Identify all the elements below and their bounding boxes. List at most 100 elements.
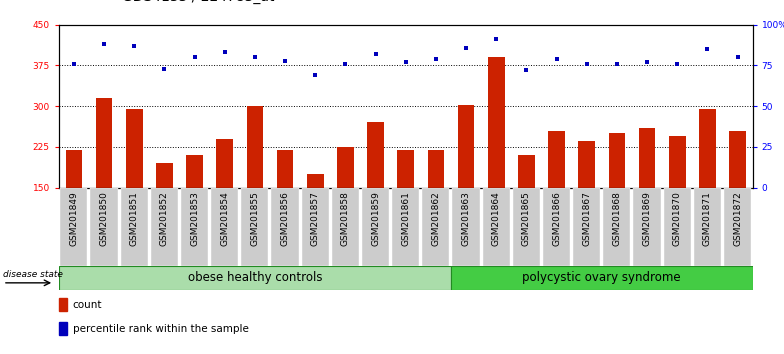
- Bar: [60, 188, 88, 266]
- Bar: [579, 142, 595, 269]
- Bar: [573, 188, 601, 266]
- Bar: [423, 188, 449, 266]
- Text: GDS4133 / 224783_at: GDS4133 / 224783_at: [122, 0, 274, 4]
- Point: [459, 45, 472, 50]
- Bar: [724, 188, 751, 266]
- Bar: [59, 266, 451, 290]
- Text: GSM201867: GSM201867: [583, 192, 591, 246]
- Bar: [337, 147, 354, 269]
- Bar: [277, 150, 293, 269]
- Text: GSM201858: GSM201858: [341, 192, 350, 246]
- Bar: [669, 136, 685, 269]
- Point: [67, 61, 80, 67]
- Point: [249, 55, 261, 60]
- Bar: [211, 188, 238, 266]
- Bar: [59, 322, 67, 335]
- Text: GSM201872: GSM201872: [733, 192, 742, 246]
- Bar: [392, 188, 419, 266]
- Bar: [729, 131, 746, 269]
- Text: GSM201865: GSM201865: [522, 192, 531, 246]
- Point: [701, 46, 713, 52]
- Bar: [699, 109, 716, 269]
- Bar: [452, 188, 480, 266]
- Bar: [548, 131, 564, 269]
- Text: disease state: disease state: [3, 270, 63, 279]
- Text: GSM201856: GSM201856: [281, 192, 289, 246]
- Text: GSM201853: GSM201853: [190, 192, 199, 246]
- Bar: [518, 155, 535, 269]
- Text: GSM201857: GSM201857: [310, 192, 320, 246]
- Point: [188, 55, 201, 60]
- Bar: [483, 188, 510, 266]
- Text: GSM201859: GSM201859: [371, 192, 380, 246]
- Bar: [332, 188, 359, 266]
- Bar: [59, 298, 67, 311]
- Text: obese healthy controls: obese healthy controls: [187, 272, 322, 284]
- Bar: [90, 188, 118, 266]
- Text: GSM201863: GSM201863: [462, 192, 470, 246]
- Bar: [121, 188, 148, 266]
- Bar: [513, 188, 540, 266]
- Bar: [156, 163, 172, 269]
- Point: [731, 55, 744, 60]
- Text: GSM201849: GSM201849: [69, 192, 78, 246]
- Point: [399, 59, 412, 65]
- Bar: [427, 150, 445, 269]
- Text: count: count: [73, 300, 102, 310]
- Bar: [458, 105, 474, 269]
- Bar: [307, 174, 324, 269]
- Bar: [271, 188, 299, 266]
- Text: GSM201854: GSM201854: [220, 192, 229, 246]
- Point: [309, 73, 321, 78]
- Point: [219, 50, 231, 55]
- Text: GSM201855: GSM201855: [250, 192, 260, 246]
- Bar: [451, 266, 753, 290]
- Point: [158, 66, 171, 72]
- Text: GSM201864: GSM201864: [492, 192, 501, 246]
- Bar: [367, 122, 384, 269]
- Bar: [96, 98, 112, 269]
- Point: [611, 61, 623, 67]
- Point: [369, 51, 382, 57]
- Text: GSM201869: GSM201869: [643, 192, 652, 246]
- Text: GSM201851: GSM201851: [129, 192, 139, 246]
- Text: GSM201861: GSM201861: [401, 192, 410, 246]
- Bar: [241, 188, 268, 266]
- Text: GSM201866: GSM201866: [552, 192, 561, 246]
- Text: GSM201862: GSM201862: [431, 192, 441, 246]
- Bar: [302, 188, 328, 266]
- Point: [580, 61, 593, 67]
- Point: [641, 59, 653, 65]
- Bar: [126, 109, 143, 269]
- Bar: [247, 106, 263, 269]
- Text: GSM201868: GSM201868: [612, 192, 622, 246]
- Bar: [663, 188, 691, 266]
- Point: [98, 41, 111, 47]
- Bar: [187, 155, 203, 269]
- Bar: [543, 188, 570, 266]
- Point: [490, 36, 503, 42]
- Bar: [181, 188, 208, 266]
- Point: [339, 61, 352, 67]
- Bar: [633, 188, 661, 266]
- Point: [128, 43, 140, 49]
- Bar: [608, 133, 625, 269]
- Bar: [362, 188, 389, 266]
- Bar: [488, 57, 505, 269]
- Bar: [151, 188, 178, 266]
- Text: GSM201850: GSM201850: [100, 192, 108, 246]
- Bar: [66, 150, 82, 269]
- Point: [550, 56, 563, 62]
- Text: GSM201852: GSM201852: [160, 192, 169, 246]
- Text: GSM201871: GSM201871: [703, 192, 712, 246]
- Point: [671, 61, 684, 67]
- Point: [430, 56, 442, 62]
- Bar: [604, 188, 630, 266]
- Bar: [397, 150, 414, 269]
- Point: [520, 68, 532, 73]
- Point: [279, 58, 292, 63]
- Bar: [216, 139, 233, 269]
- Text: percentile rank within the sample: percentile rank within the sample: [73, 324, 249, 334]
- Text: polycystic ovary syndrome: polycystic ovary syndrome: [522, 272, 681, 284]
- Bar: [694, 188, 721, 266]
